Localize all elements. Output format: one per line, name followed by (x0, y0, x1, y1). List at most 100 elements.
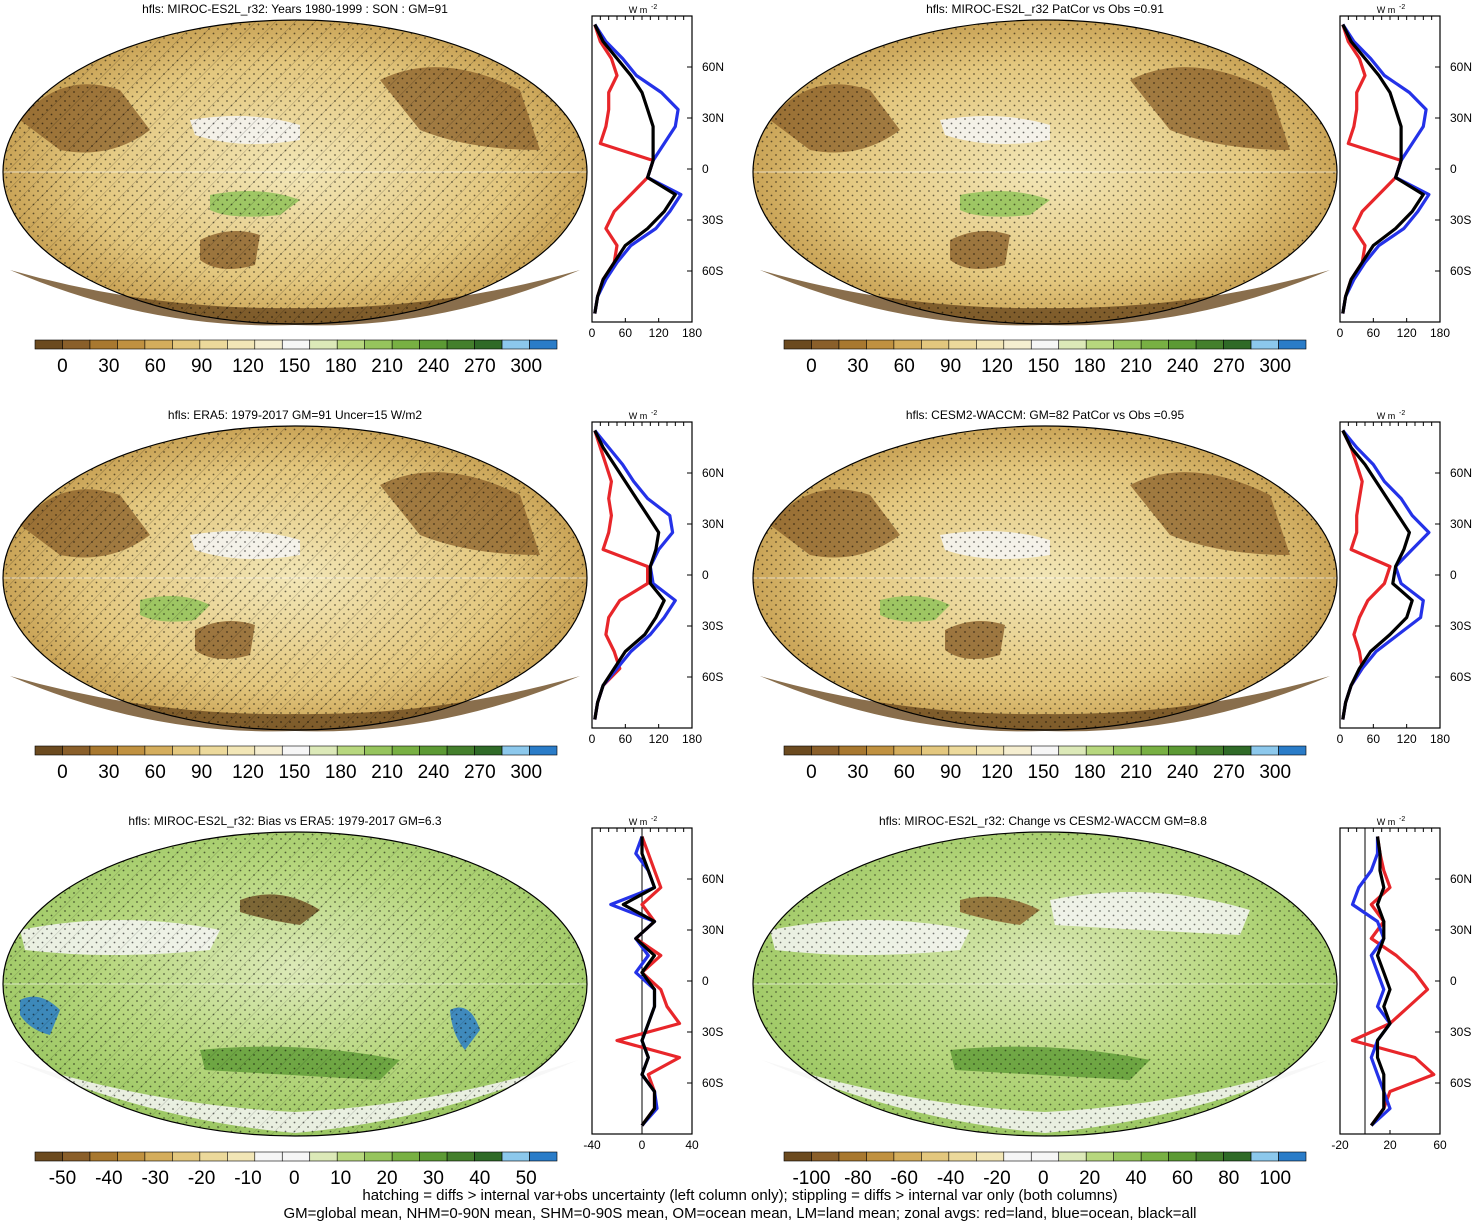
colorbar-swatch (1030, 1151, 1060, 1162)
zonal-units-superscript: -2 (651, 4, 657, 11)
colorbar-swatch (1168, 1151, 1197, 1162)
colorbar-tick-label: 240 (418, 356, 450, 377)
zonal-plot-other-model: W m -2 0 60 120 180 60N 30N 0 30S 60S (1337, 410, 1472, 746)
colorbar-other-model: 0 30 60 90 120 150 180 210 240 270 300 (783, 745, 1307, 783)
colorbar-tick-label: 20 (376, 1168, 397, 1189)
colorbar-tick-label: 30 (423, 1168, 444, 1189)
colorbar-swatch (1140, 1151, 1169, 1162)
zonal-x-tick-label: 40 (685, 1138, 699, 1152)
colorbar-tick-label: 50 (516, 1168, 537, 1189)
colorbar-swatch (309, 745, 338, 756)
colorbar-swatch (446, 745, 475, 756)
colorbar-tick-label: 240 (418, 762, 450, 783)
zonal-x-tick-label: 120 (1397, 732, 1417, 746)
colorbar-swatch (391, 1151, 420, 1162)
colorbar-tick-label: -40 (937, 1168, 964, 1189)
colorbar-swatch (254, 745, 283, 756)
zonal-units-superscript: -2 (1399, 4, 1405, 11)
colorbar-tick-label: 180 (325, 356, 357, 377)
colorbar-swatch (281, 339, 311, 350)
colorbar-swatch (1085, 339, 1114, 350)
colorbar-swatch (1223, 745, 1252, 756)
colorbar-swatch (1195, 339, 1224, 350)
colorbar-swatch (921, 1151, 950, 1162)
panel-change: hfls: MIROC-ES2L_r32: Change vs CESM2-WA… (752, 814, 1472, 1189)
colorbar-swatch (281, 1151, 311, 1162)
zonal-lat-label: 30N (702, 517, 724, 531)
colorbar-tick-label: 80 (1218, 1168, 1239, 1189)
colorbar-swatch (1168, 745, 1197, 756)
zonal-x-tick-label: 120 (649, 326, 669, 340)
map-change (752, 831, 1338, 1137)
footer-line-1: hatching = diffs > internal var+obs unce… (362, 1187, 1117, 1204)
colorbar-swatch (117, 1151, 146, 1162)
colorbar-tick-label: 270 (1213, 762, 1245, 783)
colorbar-tick-label: -60 (890, 1168, 917, 1189)
zonal-lat-label: 60N (1450, 872, 1472, 886)
zonal-x-tick-label: 180 (682, 732, 702, 746)
panel-title-model-patcor: hfls: MIROC-ES2L_r32 PatCor vs Obs =0.91 (926, 2, 1164, 16)
zonal-units-superscript: -2 (1399, 410, 1405, 417)
zonal-line-land (615, 835, 682, 1127)
zonal-units-superscript: -2 (651, 410, 657, 417)
zonal-plot-model-patcor: W m -2 0 60 120 180 60N 30N 0 30S 60S (1337, 4, 1472, 340)
colorbar-change: -100 -80 -60 -40 -20 0 20 40 60 80 100 (783, 1151, 1307, 1189)
colorbar-swatch (1058, 339, 1087, 350)
colorbar-tick-label: 150 (1027, 762, 1059, 783)
zonal-line-all (1370, 836, 1392, 1127)
colorbar-swatch (117, 745, 146, 756)
colorbar-tick-label: 210 (371, 762, 403, 783)
colorbar-tick-label: -30 (141, 1168, 168, 1189)
colorbar-swatch (34, 339, 63, 350)
colorbar-swatch (811, 745, 840, 756)
panel-title-bias: hfls: MIROC-ES2L_r32: Bias vs ERA5: 1979… (128, 814, 441, 828)
zonal-lat-label: 30S (702, 619, 723, 633)
colorbar-swatch (811, 1151, 840, 1162)
zonal-line-land (593, 430, 650, 720)
colorbar-swatch (1278, 1151, 1307, 1162)
zonal-lat-label: 30S (1450, 619, 1471, 633)
colorbar-bias: -50 -40 -30 -20 -10 0 10 20 30 40 50 (34, 1151, 558, 1189)
colorbar-swatch (783, 1151, 812, 1162)
colorbar-tick-label: -40 (95, 1168, 122, 1189)
colorbar-swatch (1113, 1151, 1142, 1162)
zonal-lat-label: 30S (1450, 213, 1471, 227)
zonal-units: W m (1377, 411, 1396, 421)
colorbar-tick-label: 240 (1167, 762, 1199, 783)
colorbar-swatch (838, 339, 867, 350)
colorbar-swatch (336, 1151, 365, 1162)
colorbar-tick-label: 300 (1259, 356, 1291, 377)
zonal-line-all (1341, 429, 1414, 720)
colorbar-swatch (364, 339, 393, 350)
zonal-x-tick-label: 180 (682, 326, 702, 340)
zonal-x-tick-label: 0 (589, 326, 596, 340)
colorbar-swatch (391, 745, 420, 756)
zonal-lat-label: 0 (702, 162, 709, 176)
zonal-lat-label: 60N (702, 60, 724, 74)
colorbar-swatch (474, 745, 503, 756)
colorbar-tick-label: 210 (371, 356, 403, 377)
colorbar-swatch (783, 745, 812, 756)
colorbar-swatch (199, 745, 228, 756)
colorbar-swatch (976, 1151, 1005, 1162)
colorbar-swatch (144, 339, 173, 350)
panel-obs: hfls: ERA5: 1979-2017 GM=91 Uncer=15 W/m… (2, 408, 724, 783)
zonal-units: W m (1377, 817, 1396, 827)
colorbar-swatch (199, 1151, 228, 1162)
colorbar-swatch (1003, 1151, 1032, 1162)
zonal-x-tick-label: 0 (639, 1138, 646, 1152)
colorbar-tick-label: 40 (469, 1168, 490, 1189)
colorbar-tick-label: 60 (894, 356, 915, 377)
zonal-lat-label: 30N (1450, 923, 1472, 937)
colorbar-swatch (1003, 745, 1032, 756)
colorbar-swatch (62, 745, 91, 756)
zonal-x-tick-label: 180 (1430, 732, 1450, 746)
colorbar-tick-label: 0 (57, 762, 68, 783)
colorbar-model-mean: 0 30 60 90 120 150 180 210 240 270 300 (34, 339, 558, 377)
colorbar-tick-label: 90 (191, 762, 212, 783)
zonal-x-tick-label: -20 (1331, 1138, 1349, 1152)
colorbar-swatch (1058, 745, 1087, 756)
zonal-lat-label: 0 (702, 974, 709, 988)
colorbar-swatch (227, 1151, 256, 1162)
